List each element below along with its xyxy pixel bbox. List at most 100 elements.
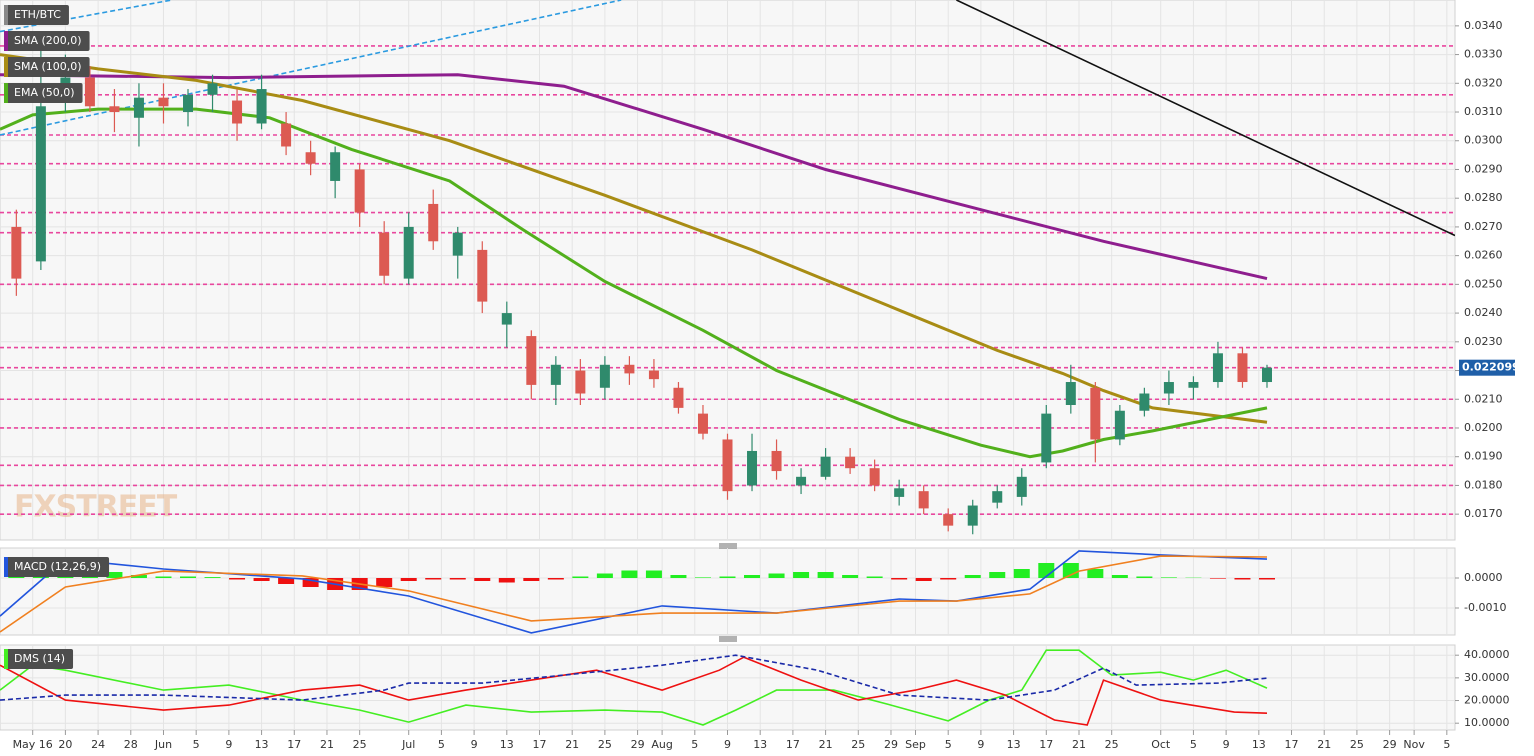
- y-tick-label: 30.0000: [1464, 671, 1510, 684]
- histogram-bar: [768, 573, 785, 578]
- candle-body: [1237, 353, 1248, 383]
- candle-body: [109, 106, 120, 113]
- histogram-bar: [1209, 578, 1226, 579]
- legend-swatch: [4, 557, 8, 577]
- legend-box: [4, 649, 74, 669]
- x-tick-label: 20: [58, 738, 72, 751]
- candle-body: [820, 456, 831, 477]
- candle-body: [967, 505, 978, 526]
- candle-body: [330, 152, 341, 181]
- x-tick-label: 9: [225, 738, 232, 751]
- legend-label: DMS (14): [14, 652, 65, 665]
- histogram-bar: [547, 578, 564, 580]
- candle-body: [256, 89, 267, 124]
- series-line: [0, 550, 1268, 634]
- price-plot: FXSTREET: [0, 0, 1455, 540]
- candle-body: [526, 336, 537, 385]
- histogram-bar: [891, 578, 908, 580]
- trendline: [0, 0, 172, 33]
- candle-body: [84, 77, 95, 107]
- x-tick-label: 17: [287, 738, 301, 751]
- x-tick-label: 25: [353, 738, 367, 751]
- histogram-bar: [915, 578, 932, 581]
- x-tick-label: 5: [438, 738, 445, 751]
- panel-grip[interactable]: [719, 636, 737, 642]
- x-tick-label: 17: [786, 738, 800, 751]
- x-tick-label: Jul: [401, 738, 415, 751]
- legend-item: EMA (50,0): [4, 83, 83, 103]
- candle-body: [550, 364, 561, 385]
- candle-body: [747, 450, 758, 486]
- candle-body: [894, 488, 905, 497]
- x-tick-label: 9: [724, 738, 731, 751]
- histogram-bar: [523, 578, 540, 581]
- x-tick-label: 25: [598, 738, 612, 751]
- histogram-bar: [449, 578, 466, 580]
- candle-body: [1163, 382, 1174, 394]
- histogram-bar: [400, 578, 417, 581]
- y-tick-label: 0.0270: [1464, 220, 1503, 233]
- y-tick-label: 0.0330: [1464, 48, 1503, 61]
- histogram-bar: [670, 575, 687, 578]
- x-tick-label: 24: [91, 738, 105, 751]
- candle-body: [305, 152, 316, 164]
- histogram-bar: [989, 572, 1006, 578]
- legend-swatch: [4, 5, 8, 25]
- candle-body: [133, 97, 144, 118]
- legend-swatch: [4, 83, 8, 103]
- histogram-bar: [155, 576, 172, 578]
- series-line: [0, 654, 1268, 701]
- y-tick-label: 0.0190: [1464, 450, 1503, 463]
- x-tick-label: 13: [753, 738, 767, 751]
- legend-box: [4, 557, 110, 577]
- x-tick-label: 17: [1285, 738, 1299, 751]
- candle-body: [845, 456, 856, 469]
- candle-body: [1139, 393, 1150, 411]
- x-tick-label: Oct: [1151, 738, 1171, 751]
- y-tick-label: 20.0000: [1464, 694, 1510, 707]
- histogram-bar: [1062, 563, 1079, 578]
- histogram-bar: [180, 576, 197, 578]
- legend-label: EMA (50,0): [14, 86, 75, 99]
- legend-item: SMA (100,0): [4, 57, 90, 77]
- histogram-bar: [1160, 577, 1177, 578]
- candle-body: [477, 249, 488, 302]
- x-tick-label: 5: [945, 738, 952, 751]
- axes: May 16 20 24 28 Jun 5 9 13 17 21 25 Jul 5 9 13 17 21 25 29…: [4, 5, 1520, 751]
- legend-item: ETH/BTC: [4, 5, 69, 25]
- x-tick-label: 9: [1223, 738, 1230, 751]
- legend-item: MACD (12,26,9): [4, 557, 110, 577]
- candle-body: [501, 313, 512, 325]
- series-line: [0, 656, 1268, 726]
- candle-body: [1261, 367, 1272, 383]
- x-tick-label: 9: [471, 738, 478, 751]
- histogram-bar: [229, 578, 246, 580]
- histogram-bar: [940, 578, 957, 580]
- x-tick-label: 17: [532, 738, 546, 751]
- candle-body: [624, 364, 635, 374]
- x-tick-label: 21: [819, 738, 833, 751]
- y-tick-label: 0.0280: [1464, 191, 1503, 204]
- candle-body: [673, 387, 684, 408]
- x-tick-label: 25: [851, 738, 865, 751]
- last-price-label: 0.022099: [1462, 361, 1520, 374]
- histogram-bar: [1258, 578, 1275, 580]
- candle-body: [1212, 353, 1223, 383]
- legend-label: SMA (200,0): [14, 34, 82, 47]
- candle-body: [1188, 382, 1199, 388]
- candle-body: [575, 370, 586, 394]
- x-tick-label: 28: [124, 738, 138, 751]
- histogram-bar: [596, 573, 613, 578]
- candle-body: [599, 364, 610, 388]
- legend-label: SMA (100,0): [14, 60, 82, 73]
- legend-item: DMS (14): [4, 649, 74, 669]
- histogram-bar: [278, 578, 295, 584]
- histogram-bar: [474, 578, 491, 581]
- x-tick-label: 29: [884, 738, 898, 751]
- trendline: [0, 0, 622, 136]
- histogram-bar: [572, 576, 589, 578]
- y-tick-label: 0.0170: [1464, 507, 1503, 520]
- y-tick-label: -0.0010: [1464, 601, 1506, 614]
- histogram-bar: [1234, 578, 1251, 580]
